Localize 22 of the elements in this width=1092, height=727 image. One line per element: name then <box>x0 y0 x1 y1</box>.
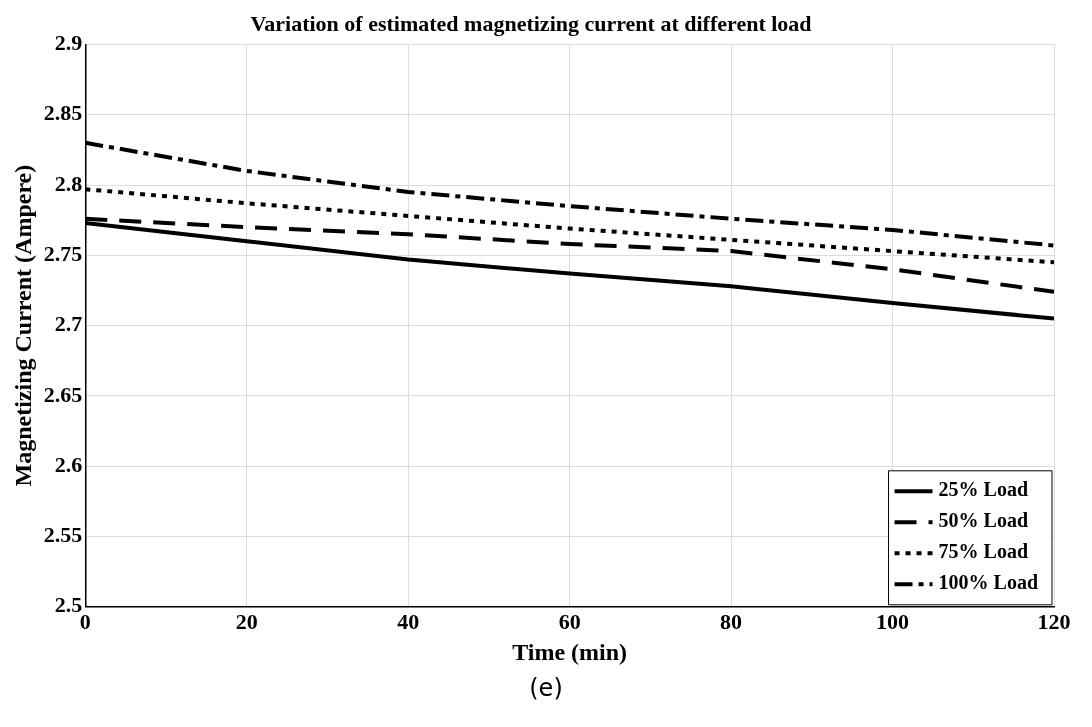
legend-label: 100% Load <box>938 571 1039 594</box>
y-tick-label: 2.6 <box>54 451 83 477</box>
x-tick-label: 80 <box>720 608 743 634</box>
y-axis-title: Magnetizing Current (Ampere) <box>9 164 36 487</box>
text: (e) <box>528 674 564 702</box>
x-tick-label: 60 <box>558 608 581 634</box>
y-tick-label: 2.7 <box>54 311 83 337</box>
y-tick-label: 2.8 <box>54 170 83 196</box>
legend-label: 25% Load <box>938 478 1029 501</box>
x-tick-label: 20 <box>235 608 258 634</box>
y-tick-label: 2.55 <box>43 522 83 548</box>
x-tick-label: 120 <box>1037 608 1071 634</box>
x-axis-title: Time (min) <box>512 638 628 665</box>
y-tick-label: 2.85 <box>43 100 83 126</box>
legend-label: 75% Load <box>938 540 1029 563</box>
x-tick-label: 100 <box>876 608 910 634</box>
y-tick-label: 2.65 <box>43 381 83 407</box>
chart-title: Variation of estimated magnetizing current at different load <box>250 10 812 36</box>
y-tick-label: 2.75 <box>43 240 83 266</box>
legend-label: 50% Load <box>938 509 1029 532</box>
y-tick-label: 2.9 <box>54 30 83 56</box>
x-tick-label: 40 <box>397 608 420 634</box>
